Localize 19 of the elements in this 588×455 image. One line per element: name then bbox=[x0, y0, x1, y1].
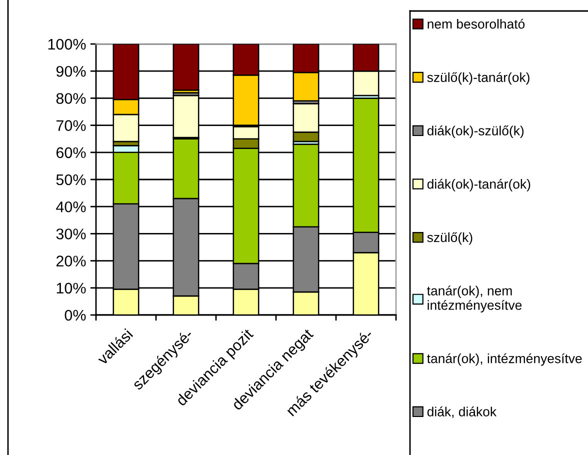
y-tick-label: 60% bbox=[56, 147, 86, 158]
legend-label: nem besorolható bbox=[428, 18, 525, 29]
legend-label: tanár(ok), nem intézményesítve bbox=[427, 286, 522, 312]
y-tick-label: 40% bbox=[56, 201, 86, 212]
y-tick-label: 50% bbox=[56, 174, 86, 186]
legend-label: szülő(k)-tanár(ok) bbox=[427, 72, 530, 85]
y-tick-label: 20% bbox=[56, 256, 86, 266]
y-tick-label: 30% bbox=[56, 228, 86, 240]
y-tick-label: 0% bbox=[64, 310, 86, 321]
y-tick-label: 80% bbox=[56, 93, 86, 104]
y-tick-label: 100% bbox=[48, 38, 86, 50]
legend-label: diák, diákok bbox=[427, 406, 497, 418]
legend-label: diák(ok)-szülő(k) bbox=[427, 126, 524, 138]
legend-label: szülő(k) bbox=[427, 232, 472, 245]
legend-label: tanár(ok), intézményesítve bbox=[427, 353, 582, 366]
y-tick-label: 90% bbox=[56, 66, 86, 77]
y-tick-label: 70% bbox=[56, 120, 86, 131]
y-tick-label: 10% bbox=[56, 282, 86, 294]
legend-label: diák(ok)-tanár(ok) bbox=[427, 178, 530, 192]
